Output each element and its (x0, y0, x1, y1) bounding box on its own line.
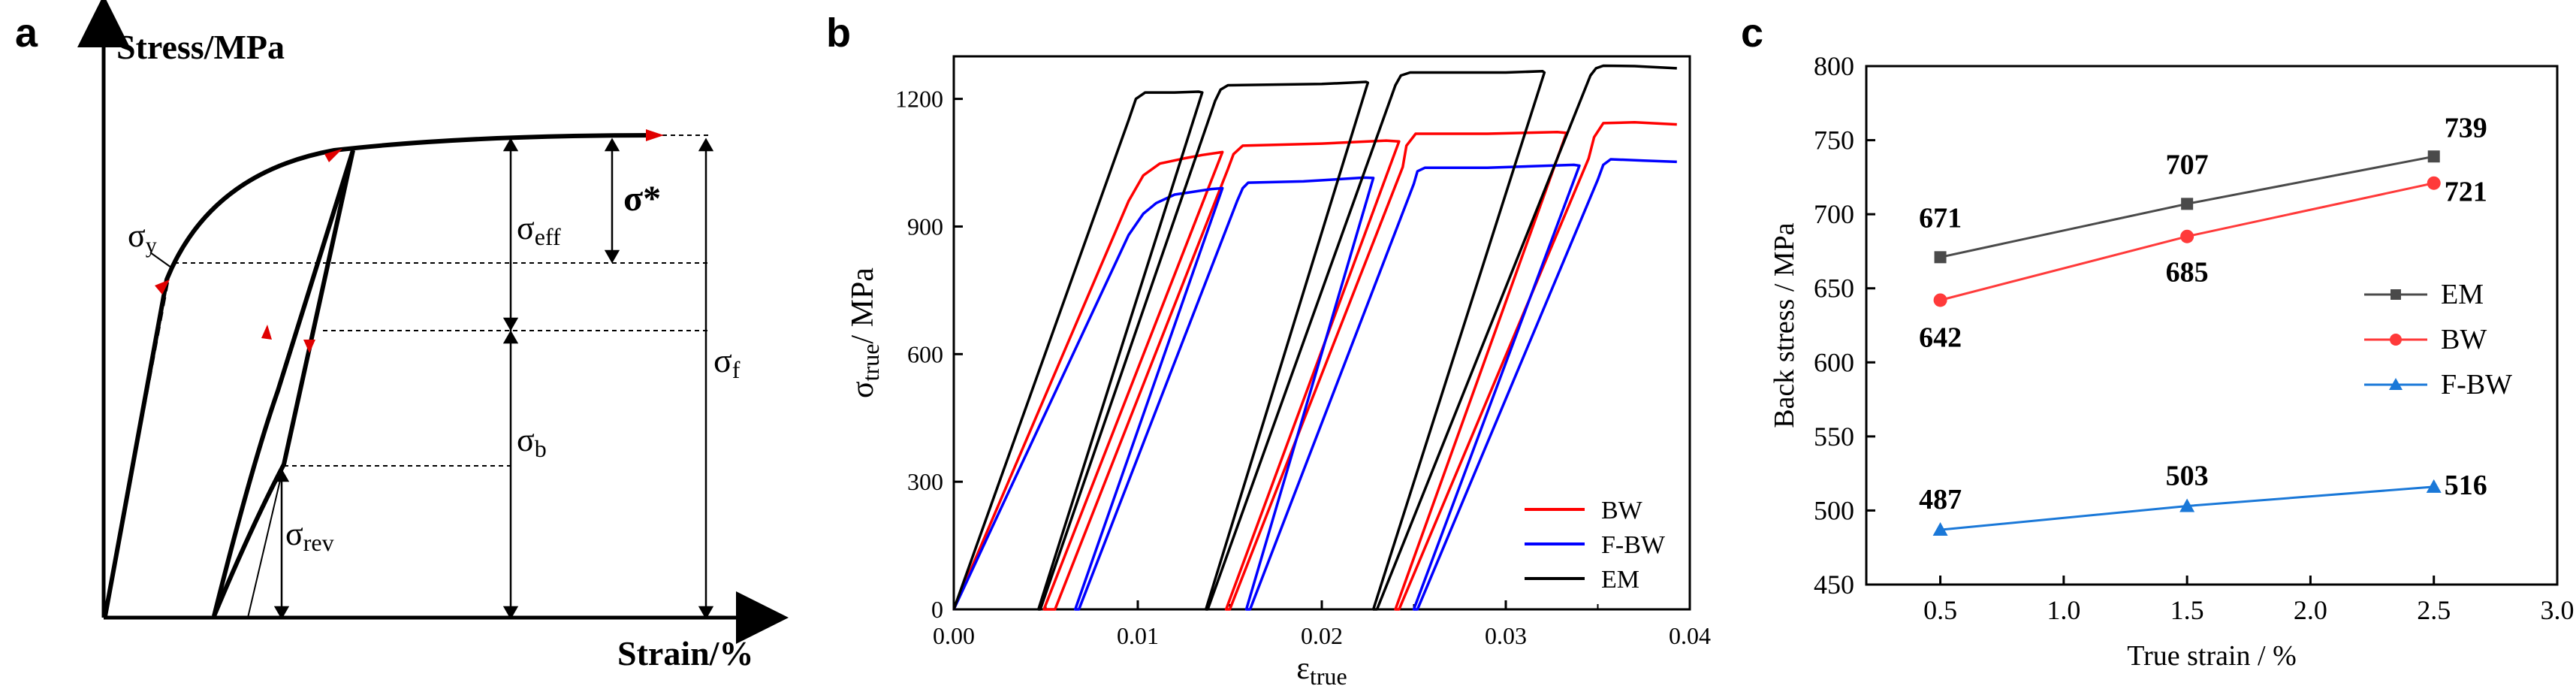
c-point-fbw (2426, 479, 2442, 493)
c-legend-marker-bw (2390, 334, 2402, 346)
b-series-bw (952, 121, 1677, 611)
c-x-tick-label: 1.0 (2047, 595, 2080, 625)
c-x-tick-label: 0.5 (1923, 595, 1957, 625)
c-point-bw (2427, 176, 2441, 190)
a-unloading-curve (212, 150, 355, 618)
b-y-axis-label: σtrue/ MPa (846, 267, 884, 398)
c-y-tick-label: 800 (1814, 51, 1854, 81)
c-x-tick-label: 1.5 (2170, 595, 2204, 625)
a-label-sigma-y: σy (128, 217, 157, 258)
c-series-group: 671 707 739 642 685 721 487 503 516 (1919, 112, 2487, 536)
panel-b-chart: 0.00 0.01 0.02 0.03 0.04 0 300 600 900 1200 BW F-… (846, 55, 1711, 690)
c-y-axis-label: Back stress / MPa (1769, 222, 1800, 428)
b-x-tick-label: 0.04 (1669, 622, 1711, 649)
b-y-tick-label: 0 (931, 596, 943, 623)
b-legend-em: EM (1601, 566, 1639, 594)
c-y-tick-label: 550 (1814, 422, 1854, 452)
c-data-label-bw: 721 (2445, 177, 2487, 208)
c-x-tick-label: 2.0 (2294, 595, 2327, 625)
b-legend-fbw: F-BW (1601, 531, 1666, 559)
b-x-tick-label: 0.01 (1117, 622, 1159, 649)
panel-a-schematic: Stress/MPa Strain/% (77, 0, 789, 672)
b-x-tick-label: 0.03 (1485, 622, 1527, 649)
a-reverse-tangent (247, 464, 285, 618)
c-y-tick-label: 600 (1814, 347, 1854, 377)
c-legend-em: EM (2441, 279, 2484, 310)
b-y-tick-label: 900 (907, 213, 943, 240)
b-legend: BW F-BW EM (1525, 497, 1666, 594)
b-x-tick-label: 0.02 (1301, 622, 1343, 649)
c-y-tick-label: 750 (1814, 125, 1854, 156)
b-y-tick-label: 300 (907, 468, 943, 495)
b-x-tick-label: 0.00 (933, 622, 975, 649)
c-data-label-bw: 685 (2166, 257, 2209, 289)
c-point-em (1934, 251, 1947, 264)
c-y-tick-label: 700 (1814, 199, 1854, 229)
c-y-tick-label: 650 (1814, 273, 1854, 304)
a-label-sigma-rev: σrev (285, 515, 334, 556)
c-data-label-em: 671 (1919, 202, 1962, 234)
a-sigma-y-leader (149, 252, 172, 268)
c-data-label-bw: 642 (1919, 322, 1962, 353)
b-y-tick-label: 600 (907, 340, 943, 367)
c-plot-frame (1865, 65, 2559, 586)
c-point-em (2181, 198, 2194, 210)
c-x-axis-label: True strain / % (2127, 640, 2297, 672)
a-label-sigma-f: σf (713, 341, 741, 383)
c-data-label-em: 707 (2166, 149, 2209, 180)
c-legend-fbw: F-BW (2441, 369, 2512, 400)
panel-c-chart: 0.5 1.0 1.5 2.0 2.5 3.0 450 500 550 600 650 700 750 8… (1769, 51, 2574, 672)
b-legend-bw: BW (1601, 497, 1643, 524)
c-data-label-fbw: 516 (2445, 470, 2487, 501)
c-legend-marker-fbw (2389, 378, 2403, 390)
c-y-tick-label: 500 (1814, 495, 1854, 525)
a-red-direction-arrows (155, 129, 664, 353)
a-x-axis-label: Strain/% (617, 634, 753, 672)
c-data-label-em: 739 (2445, 112, 2487, 144)
a-label-sigma-b: σb (517, 422, 547, 462)
b-series-fbw (952, 158, 1677, 611)
c-data-label-fbw: 503 (2166, 461, 2209, 492)
c-axis-ticks: 0.5 1.0 1.5 2.0 2.5 3.0 450 500 550 600 650 700 750 8… (1814, 51, 2574, 625)
c-legend-marker-em (2390, 289, 2401, 300)
a-label-sigma-eff: σeff (517, 210, 561, 250)
c-x-tick-label: 3.0 (2541, 595, 2574, 625)
a-loading-curve (103, 133, 658, 617)
panel-letter-b: b (826, 11, 851, 56)
c-point-em (2427, 150, 2440, 163)
b-axis-ticks: 0.00 0.01 0.02 0.03 0.04 0 300 600 900 1200 (895, 86, 1711, 649)
a-dimension-lines (273, 137, 714, 620)
b-series-group (952, 64, 1677, 611)
c-data-label-fbw: 487 (1919, 484, 1962, 515)
panel-letter-c: c (1741, 11, 1763, 56)
a-label-sigma-star: σ* (623, 179, 661, 219)
a-y-axis-label: Stress/MPa (116, 28, 285, 66)
c-point-bw (2180, 229, 2194, 243)
c-legend-bw: BW (2441, 324, 2487, 355)
c-point-bw (1933, 293, 1947, 307)
c-legend: EM BW F-BW (2364, 279, 2512, 400)
b-x-axis-label: εtrue (1296, 651, 1347, 690)
panel-letter-a: a (15, 11, 38, 56)
c-x-tick-label: 2.5 (2417, 595, 2451, 625)
c-y-tick-label: 450 (1814, 570, 1854, 600)
c-point-fbw (1932, 522, 1948, 536)
a-reloading-curve (212, 150, 355, 617)
b-series-em (952, 64, 1677, 611)
c-point-fbw (2179, 498, 2195, 512)
b-y-tick-label: 1200 (895, 86, 943, 113)
